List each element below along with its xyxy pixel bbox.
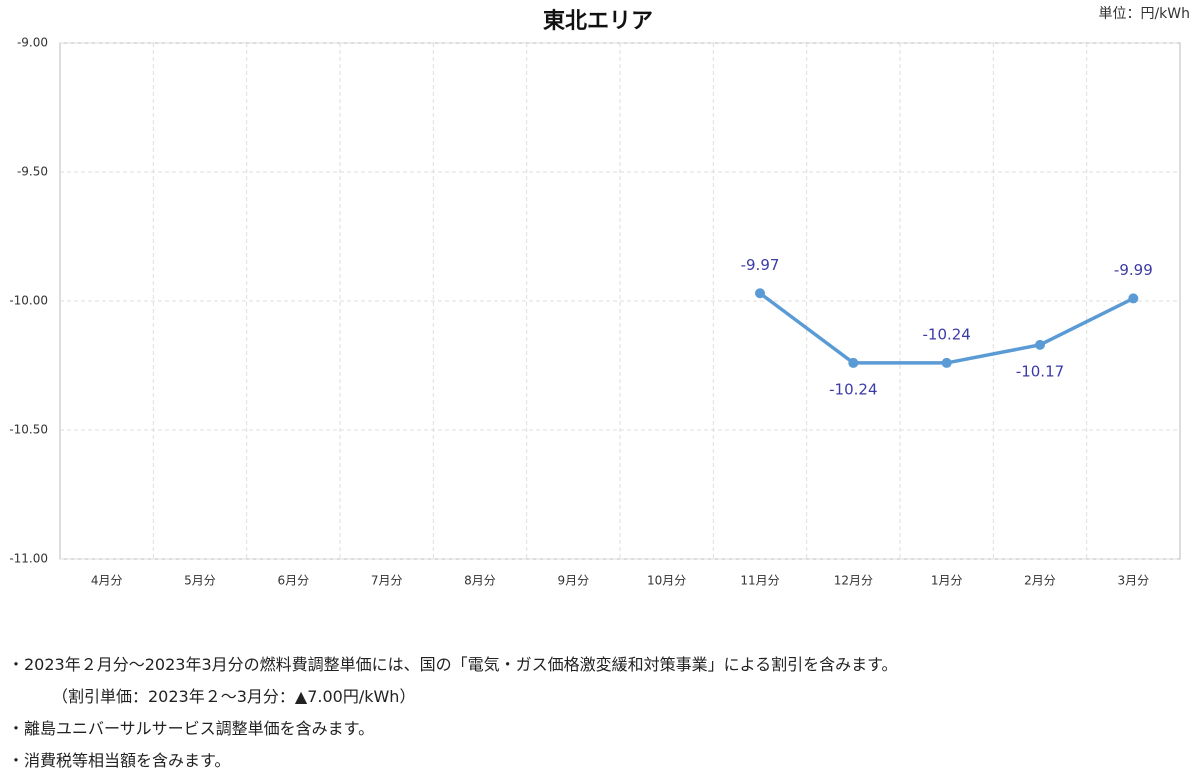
- note: ・消費税等相当額を含みます。: [8, 751, 231, 770]
- note: ・離島ユニバーサルサービス調整単価を含みます。: [8, 719, 375, 738]
- note: （割引単価：2023年２～3月分：▲7.00円/kWh）: [52, 687, 416, 706]
- x-tick-label: 10月分: [647, 574, 686, 588]
- x-tick-label: 12月分: [834, 574, 873, 588]
- point: [1035, 339, 1045, 350]
- notes: ・2023年２月分～2023年3月分の燃料費調整単価には、国の「電気・ガス価格激…: [8, 652, 898, 780]
- y-tick-label: -9.50: [17, 165, 48, 179]
- point: [1128, 293, 1139, 304]
- x-tick-label: 9月分: [558, 574, 590, 588]
- chart: 東北エリア 単位：円/kWh -11.00 -10.50 -10.00 -9.50 -9…: [9, 6, 1190, 588]
- y-tick-label: -10.00: [9, 294, 48, 308]
- data-label: -9.99: [1114, 261, 1153, 279]
- x-tick-label: 7月分: [371, 574, 403, 588]
- x-tick-label: 2月分: [1024, 574, 1056, 588]
- x-tick-label: 11月分: [740, 574, 779, 588]
- data-label: -10.24: [829, 380, 877, 398]
- x-tick-label: 1月分: [931, 574, 963, 588]
- y-tick-label: -10.50: [9, 423, 48, 437]
- x-tick-label: 4月分: [91, 574, 123, 588]
- point: [941, 357, 952, 368]
- point: [848, 357, 859, 368]
- unit-label: 単位：円/kWh: [1098, 6, 1190, 22]
- chart-title: 東北エリア: [543, 9, 653, 34]
- data-label: -10.24: [922, 325, 970, 343]
- x-tick-label: 5月分: [184, 574, 216, 588]
- note: ・2023年２月分～2023年3月分の燃料費調整単価には、国の「電気・ガス価格激…: [8, 655, 898, 674]
- data-label: -9.97: [741, 256, 780, 274]
- x-tick-label: 8月分: [464, 574, 496, 588]
- y-tick-label: -11.00: [9, 552, 48, 566]
- data-label: -10.17: [1016, 362, 1064, 380]
- point: [755, 288, 765, 299]
- x-tick-label: 3月分: [1118, 574, 1150, 588]
- x-tick-label: 6月分: [278, 574, 310, 588]
- y-tick-label: -9.00: [17, 36, 48, 50]
